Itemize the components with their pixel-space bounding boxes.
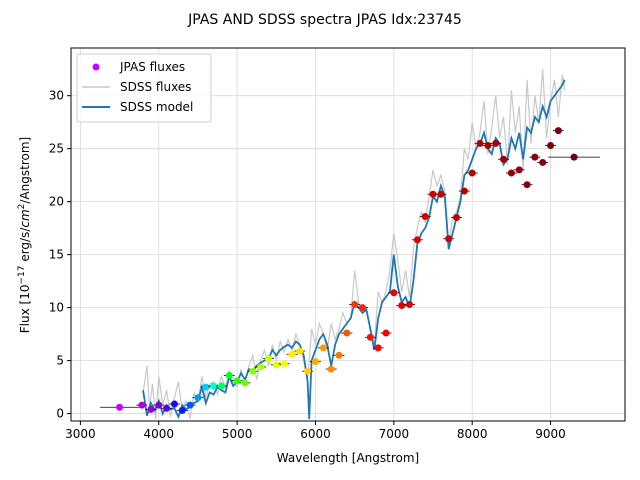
- jpas-point: [202, 383, 210, 391]
- plot-frame: [70, 47, 626, 422]
- jpas-point: [539, 158, 547, 166]
- legend-sdss-model-label: SDSS model: [120, 100, 193, 114]
- jpas-point: [429, 190, 437, 198]
- jpas-point: [492, 139, 500, 147]
- jpas-point: [225, 371, 233, 379]
- x-axis-ticks: 3000 4000 5000 6000 7000 8000 9000: [65, 421, 566, 441]
- jpas-point: [366, 333, 374, 341]
- y-label-prefix: Flux [10: [18, 285, 32, 334]
- y-axis-label: Flux [10−17 erg/s/cm2/Angstrom]: [17, 137, 32, 333]
- jpas-point: [421, 212, 429, 220]
- jpas-point: [358, 304, 366, 312]
- jpas-point: [233, 377, 241, 385]
- y-tick-label: 25: [49, 142, 64, 156]
- legend-jpas-marker: [92, 63, 100, 71]
- y-label-cm: cm: [18, 209, 32, 227]
- x-tick-label: 9000: [535, 427, 566, 441]
- jpas-point: [311, 358, 319, 366]
- jpas-point: [515, 166, 523, 174]
- jpas-point: [382, 329, 390, 337]
- jpas-point: [531, 153, 539, 161]
- jpas-point: [374, 344, 382, 352]
- jpas-point: [186, 401, 194, 409]
- jpas-point: [272, 361, 280, 369]
- jpas-point: [507, 169, 515, 177]
- jpas-point: [327, 365, 335, 373]
- y-tick-label: 0: [56, 407, 64, 421]
- legend-sdss-fluxes-label: SDSS fluxes: [120, 80, 191, 94]
- jpas-point: [147, 405, 155, 413]
- jpas-points: [99, 127, 600, 414]
- jpas-point: [335, 351, 343, 359]
- jpas-point: [280, 360, 288, 368]
- jpas-point: [194, 394, 202, 402]
- x-tick-label: 5000: [222, 427, 253, 441]
- jpas-point: [570, 153, 578, 161]
- jpas-point: [319, 344, 327, 352]
- jpas-point: [241, 379, 249, 387]
- jpas-point: [460, 187, 468, 195]
- jpas-point: [437, 190, 445, 198]
- jpas-point: [453, 214, 461, 222]
- jpas-point: [413, 236, 421, 244]
- legend-jpas-label: JPAS fluxes: [119, 60, 185, 74]
- jpas-point: [476, 139, 484, 147]
- x-tick-label: 7000: [379, 427, 410, 441]
- y-label-exponent: −17: [17, 266, 27, 285]
- legend-box: [76, 53, 212, 123]
- jpas-point: [257, 363, 265, 371]
- jpas-point: [155, 401, 163, 409]
- y-tick-label: 30: [49, 89, 64, 103]
- jpas-point: [523, 181, 531, 189]
- jpas-point: [249, 367, 257, 375]
- x-tick-label: 8000: [457, 427, 488, 441]
- jpas-point: [116, 403, 124, 411]
- jpas-point: [398, 301, 406, 309]
- jpas-point: [554, 127, 562, 135]
- y-tick-label: 20: [49, 195, 64, 209]
- x-tick-label: 6000: [300, 427, 331, 441]
- jpas-point: [178, 406, 186, 414]
- jpas-point: [170, 400, 178, 408]
- y-label-cm-exponent: 2: [17, 204, 27, 210]
- legend: JPAS fluxes SDSS fluxes SDSS model: [76, 53, 212, 123]
- jpas-point: [484, 141, 492, 149]
- chart-title: JPAS AND SDSS spectra JPAS Idx:23745: [187, 12, 462, 28]
- y-label-suffix: /Angstrom]: [18, 137, 32, 204]
- jpas-point: [468, 169, 476, 177]
- jpas-point: [500, 155, 508, 163]
- jpas-point: [351, 300, 359, 308]
- y-tick-label: 15: [49, 248, 64, 262]
- sdss-fluxes-line: [142, 69, 566, 420]
- jpas-point: [304, 367, 312, 375]
- jpas-point: [210, 382, 218, 390]
- y-tick-label: 5: [56, 354, 64, 368]
- jpas-point: [547, 141, 555, 149]
- jpas-point: [390, 289, 398, 297]
- jpas-point: [138, 401, 146, 409]
- jpas-point: [264, 354, 272, 362]
- jpas-point: [288, 350, 296, 358]
- jpas-point: [296, 347, 304, 355]
- x-axis-label: Wavelength [Angstrom]: [277, 451, 419, 465]
- jpas-point: [163, 404, 171, 412]
- y-axis-ticks: 0 5 10 15 20 25 30: [49, 89, 71, 421]
- jpas-point: [445, 235, 453, 243]
- jpas-point: [406, 300, 414, 308]
- x-tick-label: 4000: [143, 427, 174, 441]
- jpas-point: [217, 382, 225, 390]
- y-tick-label: 10: [49, 301, 64, 315]
- y-label-middle: erg/s/: [18, 227, 32, 266]
- x-tick-label: 3000: [65, 427, 96, 441]
- jpas-point: [343, 329, 351, 337]
